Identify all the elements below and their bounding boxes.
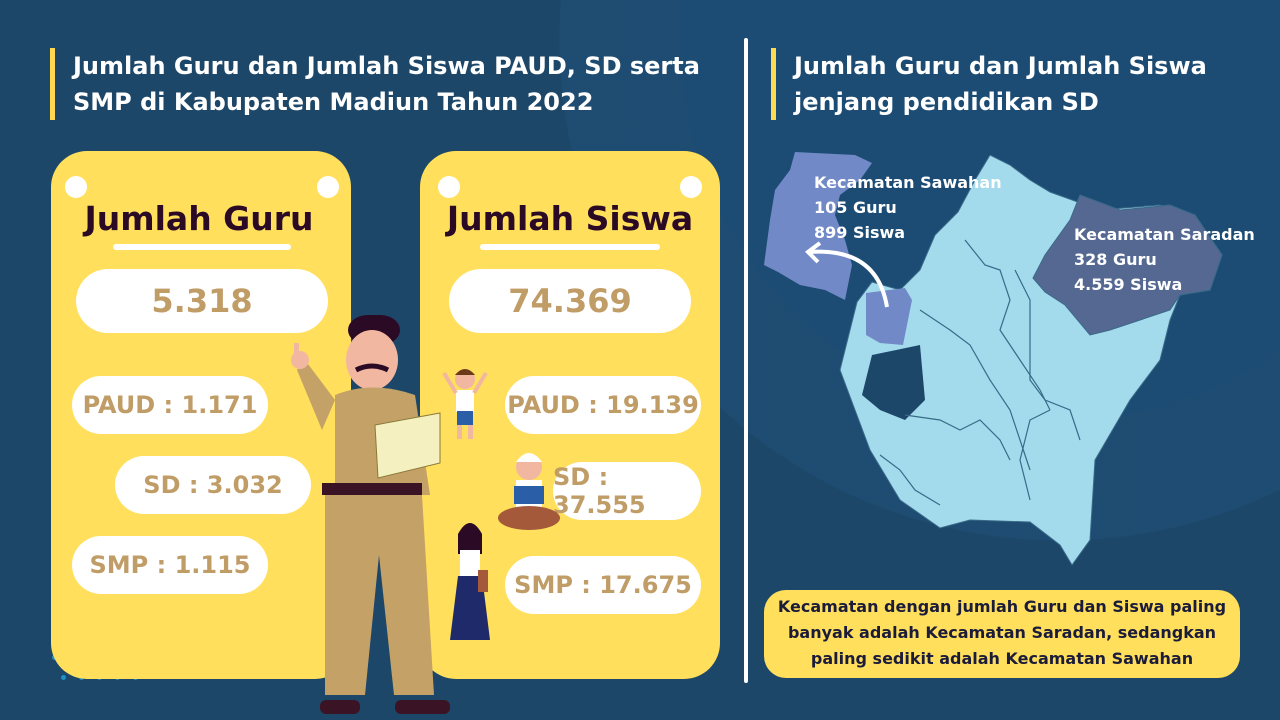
kabupaten-madiun-map	[764, 152, 1223, 566]
map-region-sawahan	[764, 152, 872, 300]
guru-total: 5.318	[76, 269, 328, 333]
student-girl-icon	[450, 523, 490, 640]
map-region-sawahan	[866, 288, 912, 345]
card-hole	[438, 176, 460, 198]
map-region-saradan	[1032, 194, 1223, 336]
sawahan-guru: 105 Guru	[814, 198, 897, 217]
siswa-paud: PAUD : 19.139	[505, 376, 701, 434]
sawahan-name: Kecamatan Sawahan	[814, 173, 1002, 192]
student-reading-icon	[498, 453, 560, 530]
card-hole	[65, 176, 87, 198]
title-underline	[113, 244, 291, 250]
sawahan-siswa: 899 Siswa	[814, 223, 906, 242]
title-underline	[480, 244, 660, 250]
siswa-total: 74.369	[449, 269, 691, 333]
map-region-gap	[862, 345, 925, 420]
guru-smp: SMP : 1.115	[72, 536, 268, 594]
guru-paud: PAUD : 1.171	[72, 376, 268, 434]
saradan-guru: 328 Guru	[1074, 250, 1157, 269]
saradan-name: Kecamatan Saradan	[1074, 225, 1255, 244]
guru-sd: SD : 3.032	[115, 456, 311, 514]
teacher-illustration	[291, 315, 450, 714]
divider	[744, 38, 748, 683]
saradan-siswa: 4.559 Siswa	[1074, 275, 1183, 294]
student-boy-icon	[442, 369, 488, 439]
arrow-icon	[808, 249, 889, 308]
card-hole	[317, 176, 339, 198]
conclusion-note: Kecamatan dengan jumlah Guru dan Siswa p…	[764, 590, 1240, 678]
siswa-sd: SD : 37.555	[553, 462, 701, 520]
map-label-saradan: Kecamatan Saradan 328 Guru 4.559 Siswa	[1074, 222, 1255, 297]
guru-card: Jumlah Guru 5.318 PAUD : 1.171 SD : 3.03…	[51, 151, 351, 679]
arrow-head-icon	[804, 241, 822, 264]
siswa-smp: SMP : 17.675	[505, 556, 701, 614]
map-label-sawahan: Kecamatan Sawahan 105 Guru 899 Siswa	[814, 170, 1002, 245]
guru-card-title: Jumlah Guru	[84, 199, 314, 238]
left-header-title: Jumlah Guru dan Jumlah Siswa PAUD, SD se…	[50, 48, 700, 120]
card-hole	[680, 176, 702, 198]
right-header-title: Jumlah Guru dan Jumlah Siswa jenjang pen…	[771, 48, 1211, 120]
dot	[61, 675, 66, 680]
siswa-card-title: Jumlah Siswa	[446, 199, 694, 238]
